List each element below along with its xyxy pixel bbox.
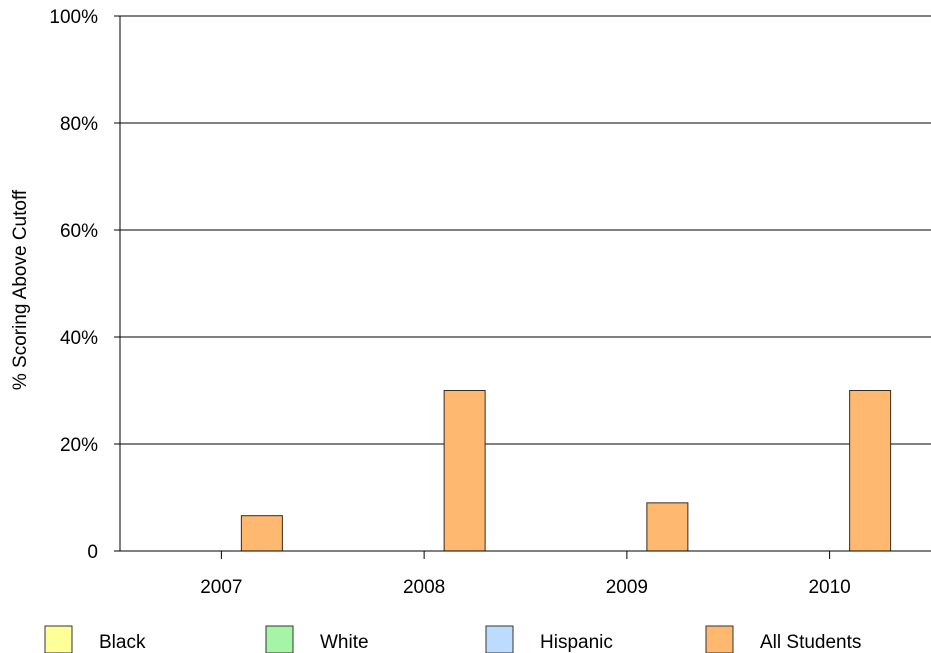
legend-swatch xyxy=(485,625,514,653)
axes xyxy=(119,16,931,552)
x-ticks: 2007 2008 2009 2010 xyxy=(200,551,851,598)
bar xyxy=(240,515,283,552)
legend-swatch xyxy=(705,625,734,653)
legend-swatch xyxy=(44,625,73,653)
bar xyxy=(443,390,486,552)
legend: Black White Hispanic All Students xyxy=(44,625,861,653)
legend-swatch xyxy=(265,625,294,653)
y-tick-label: 80% xyxy=(60,114,98,135)
bar xyxy=(646,502,689,552)
legend-label: All Students xyxy=(760,632,861,653)
y-tick-label: 40% xyxy=(60,328,98,349)
x-tick-label: 2009 xyxy=(606,577,648,598)
bar xyxy=(849,390,892,552)
y-axis-title: % Scoring Above Cutoff xyxy=(10,189,31,390)
legend-label: Hispanic xyxy=(540,632,613,653)
y-tick-label: 60% xyxy=(60,221,98,242)
y-ticks: 0 20% 40% 60% 80% 100% xyxy=(49,7,120,563)
legend-label: White xyxy=(320,632,369,653)
gridlines xyxy=(120,15,931,445)
y-tick-label: 20% xyxy=(60,435,98,456)
bars xyxy=(240,390,892,552)
x-tick-label: 2007 xyxy=(200,577,242,598)
legend-label: Black xyxy=(99,632,146,653)
x-tick-label: 2010 xyxy=(808,577,850,598)
y-tick-label: 0 xyxy=(87,542,98,563)
y-tick-label: 100% xyxy=(49,7,98,28)
x-tick-label: 2008 xyxy=(403,577,445,598)
